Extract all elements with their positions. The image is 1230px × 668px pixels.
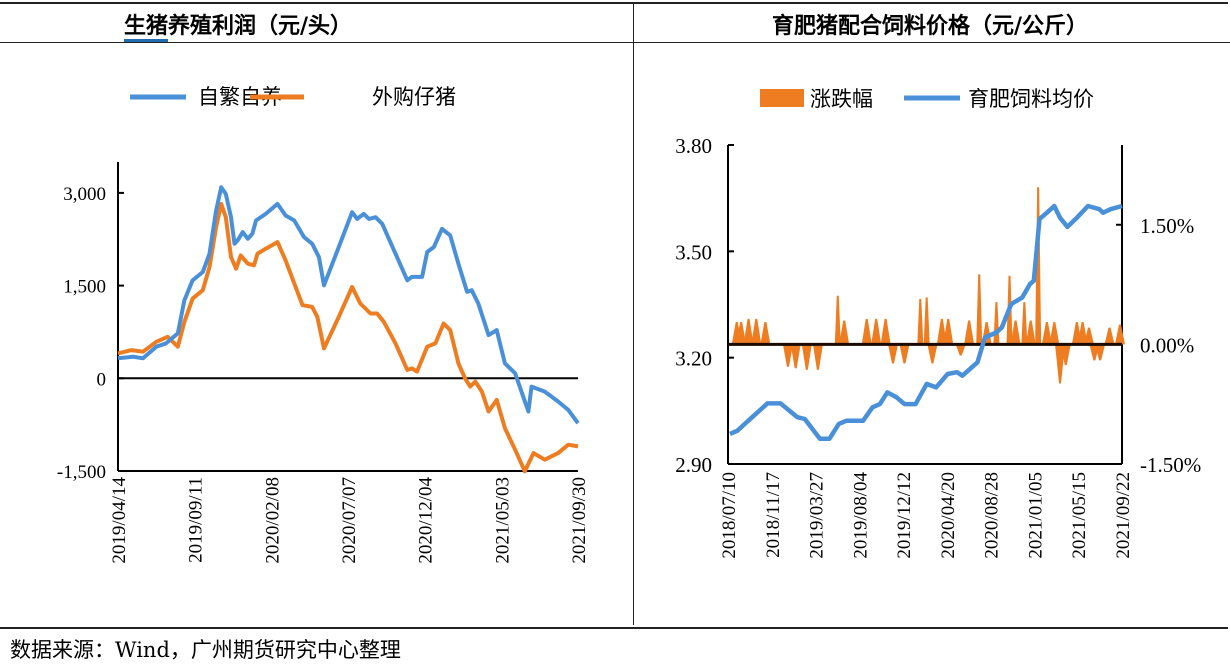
- change-pct-mark: [917, 298, 924, 345]
- change-pct-mark: [1021, 302, 1028, 345]
- change-pct-mark: [976, 274, 983, 345]
- x-tick-label: 2018/11/17: [763, 472, 784, 558]
- change-pct-mark: [955, 344, 966, 356]
- y-tick-label: -1,500: [57, 462, 106, 483]
- x-tick-label: 2020/07/07: [339, 477, 360, 564]
- series-line-feed-price: [729, 203, 1123, 442]
- change-pct-mark: [1025, 320, 1036, 345]
- change-pct-mark: [861, 318, 872, 345]
- series-line-self-breeding: [117, 185, 580, 425]
- x-tick-label: 2019/04/14: [109, 477, 130, 564]
- change-pct-mark: [743, 318, 754, 345]
- x-tick-label: 2021/05/15: [1069, 472, 1090, 559]
- legend-label: 外购仔猪: [372, 85, 456, 109]
- header-divider: [0, 42, 1230, 43]
- legend-swatch-change-pct: [760, 89, 804, 107]
- change-pct-mark: [1077, 322, 1088, 345]
- y2-tick-label: -1.50%: [1140, 453, 1201, 477]
- x-tick-label: 2021/01/05: [1025, 472, 1046, 559]
- x-tick-label: 2021/05/03: [492, 477, 513, 564]
- change-pct-mark: [899, 344, 910, 364]
- change-pct-mark: [927, 344, 938, 364]
- change-pct-mark: [834, 295, 841, 345]
- change-pct-mark: [880, 318, 891, 345]
- change-pct-mark: [993, 302, 1000, 345]
- change-pct-mark: [888, 344, 899, 364]
- change-pct-mark: [736, 322, 747, 345]
- change-pct-mark: [1095, 344, 1106, 361]
- legend-label: 育肥饲料均价: [968, 87, 1094, 111]
- change-pct-mark: [812, 344, 823, 370]
- y2-tick-label: 0.00%: [1140, 333, 1194, 357]
- change-pct-mark: [1010, 320, 1021, 345]
- change-pct-mark: [760, 322, 771, 345]
- change-pct-mark: [801, 344, 812, 370]
- figure-frame: [0, 2, 1228, 629]
- source-note: 数据来源：Wind，广州期货研究中心整理: [10, 638, 401, 662]
- x-tick-label: 2019/08/04: [850, 472, 871, 559]
- x-tick-label: 2020/12/04: [416, 477, 437, 564]
- change-pct-mark: [1041, 322, 1052, 345]
- change-pct-mark: [943, 318, 954, 345]
- y-tick-label: 3.80: [675, 134, 712, 158]
- change-pct-mark: [782, 344, 793, 367]
- y-tick-label: 1,500: [63, 277, 106, 298]
- change-pct-mark: [790, 344, 801, 369]
- y-tick-label: 2.90: [675, 453, 712, 477]
- x-tick-label: 2018/07/10: [719, 472, 740, 559]
- x-tick-label: 2019/03/27: [807, 472, 828, 559]
- x-tick-label: 2019/12/12: [894, 472, 915, 559]
- change-pct-mark: [871, 318, 882, 345]
- x-tick-label: 2020/02/08: [262, 477, 283, 564]
- change-pct-mark: [1083, 327, 1094, 345]
- change-pct-mark: [964, 320, 975, 345]
- change-pct-mark: [1049, 322, 1060, 345]
- y-tick-label: 3.50: [675, 240, 712, 264]
- legend-label: 涨跌幅: [810, 87, 873, 111]
- change-pct-mark: [1104, 327, 1115, 345]
- y-tick-label: 3.20: [675, 347, 712, 371]
- title-rest: 养殖利润（元/头）: [168, 13, 353, 39]
- left-chart-title: 生猪养殖利润（元/头）: [124, 8, 353, 42]
- x-tick-label: 2020/08/28: [982, 472, 1003, 559]
- change-pct-mark: [923, 297, 930, 345]
- right-chart-title: 育肥猪配合饲料价格（元/公斤）: [772, 13, 1089, 39]
- change-pct-mark: [1055, 344, 1066, 384]
- x-tick-label: 2020/04/20: [938, 472, 959, 559]
- y-tick-label: 0: [97, 369, 107, 390]
- change-pct-mark: [1060, 344, 1071, 366]
- y-tick-label: 3,000: [63, 184, 106, 205]
- title-underlined-part: 生猪: [124, 13, 169, 42]
- series-line-purchased-piglets: [117, 201, 579, 474]
- change-pct-mark: [839, 320, 850, 345]
- x-tick-label: 2021/09/22: [1113, 472, 1134, 559]
- change-pct-mark: [1114, 324, 1125, 345]
- y2-tick-label: 1.50%: [1140, 214, 1194, 238]
- change-pct-mark: [751, 318, 762, 345]
- x-tick-label: 2021/09/30: [569, 477, 590, 564]
- x-tick-label: 2019/09/11: [186, 477, 207, 563]
- panel-divider: [633, 2, 634, 625]
